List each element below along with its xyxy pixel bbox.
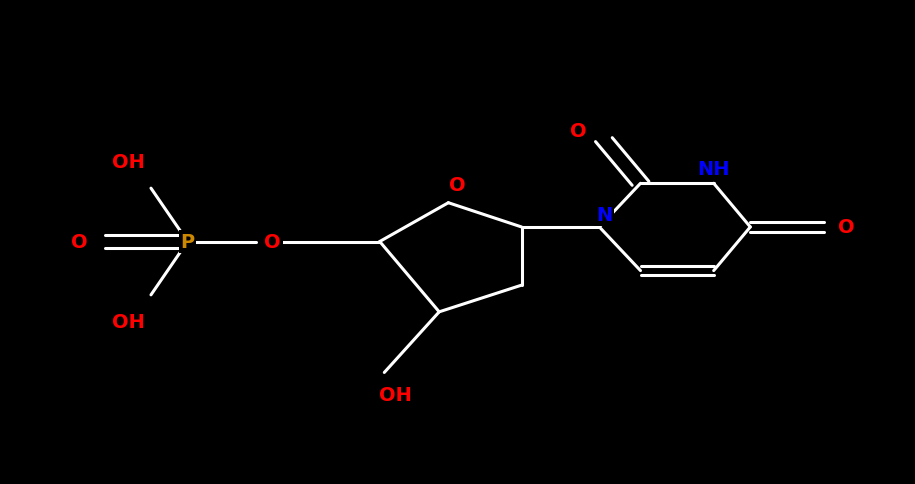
Text: OH: OH (112, 152, 145, 172)
Text: O: O (838, 218, 855, 237)
Text: NH: NH (697, 160, 730, 179)
Text: O: O (264, 232, 281, 252)
Text: N: N (596, 206, 612, 225)
Text: O: O (570, 122, 587, 141)
Text: OH: OH (379, 385, 412, 404)
Text: O: O (449, 175, 466, 195)
Text: P: P (180, 232, 195, 252)
Text: O: O (71, 232, 88, 252)
Text: OH: OH (112, 312, 145, 332)
